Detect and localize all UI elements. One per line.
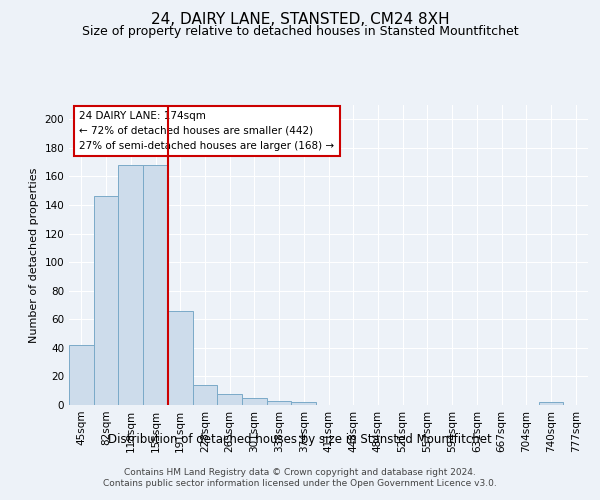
Bar: [69, 345, 94, 405]
Text: Contains HM Land Registry data © Crown copyright and database right 2024.
Contai: Contains HM Land Registry data © Crown c…: [103, 468, 497, 487]
Bar: [143, 165, 168, 405]
Bar: [94, 196, 118, 405]
Bar: [217, 394, 242, 405]
Y-axis label: Number of detached properties: Number of detached properties: [29, 168, 39, 342]
Bar: [168, 310, 193, 405]
Text: 24 DAIRY LANE: 174sqm
← 72% of detached houses are smaller (442)
27% of semi-det: 24 DAIRY LANE: 174sqm ← 72% of detached …: [79, 111, 335, 150]
Text: 24, DAIRY LANE, STANSTED, CM24 8XH: 24, DAIRY LANE, STANSTED, CM24 8XH: [151, 12, 449, 28]
Bar: [539, 402, 563, 405]
Bar: [193, 385, 217, 405]
Bar: [242, 398, 267, 405]
Text: Distribution of detached houses by size in Stansted Mountfitchet: Distribution of detached houses by size …: [108, 432, 492, 446]
Bar: [292, 402, 316, 405]
Bar: [118, 165, 143, 405]
Text: Size of property relative to detached houses in Stansted Mountfitchet: Size of property relative to detached ho…: [82, 25, 518, 38]
Bar: [267, 400, 292, 405]
